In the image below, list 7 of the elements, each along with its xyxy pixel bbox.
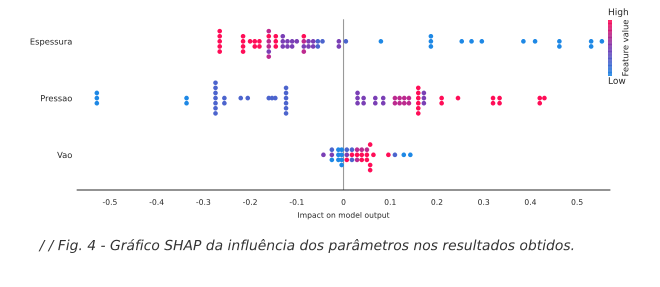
y-tick-label: Vao bbox=[57, 152, 72, 158]
color-bar-title: Feature value bbox=[622, 20, 628, 76]
y-tick-label: Pressao bbox=[41, 95, 72, 102]
annotation: Low bbox=[608, 77, 626, 84]
text: High bbox=[608, 8, 628, 17]
text: / / Fig. 4 - Gráfico SHAP da influência dos parâmetros nos resultados obtidos. bbox=[38, 239, 574, 253]
y-tick-label: Espessura bbox=[30, 38, 72, 46]
